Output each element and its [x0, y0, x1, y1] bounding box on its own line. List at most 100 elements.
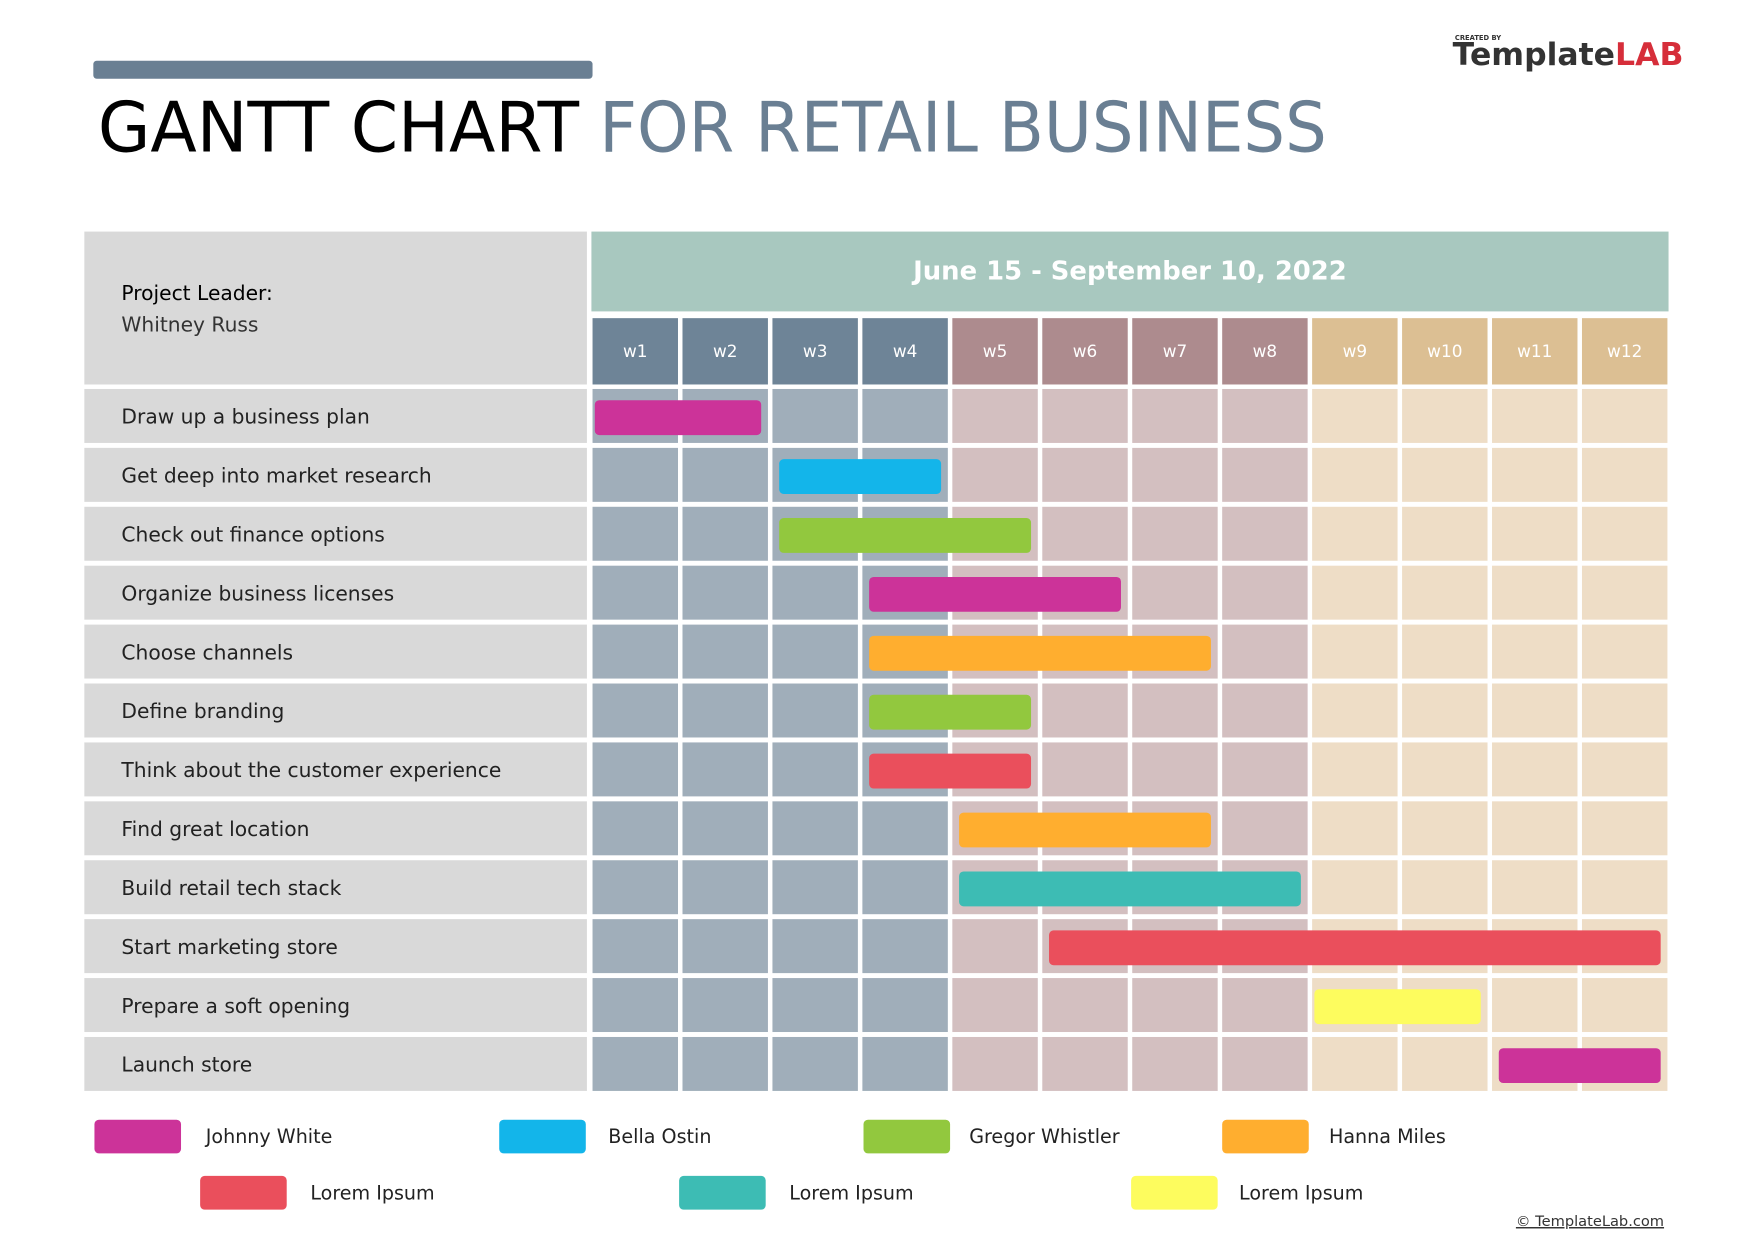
week-cell — [1492, 683, 1578, 738]
week-cell — [1312, 742, 1398, 797]
week-label: w11 — [1517, 341, 1552, 361]
week-cell — [862, 919, 948, 974]
week-label: w12 — [1607, 341, 1642, 361]
week-cell — [1222, 978, 1308, 1033]
week-cell — [772, 860, 858, 915]
week-label: w10 — [1427, 341, 1462, 361]
week-cell — [862, 1036, 948, 1091]
week-label: w6 — [1073, 341, 1098, 361]
title-part1: GANTT CHART — [98, 88, 580, 169]
week-cell — [1312, 447, 1398, 502]
week-cell — [682, 506, 768, 561]
week-cell — [1312, 624, 1398, 679]
week-cell — [1581, 801, 1668, 856]
week-cell — [682, 447, 768, 502]
week-label: w5 — [983, 341, 1008, 361]
week-header — [1492, 318, 1578, 385]
task-bar — [779, 518, 1032, 553]
task-bar — [1049, 930, 1661, 966]
task-bar — [869, 576, 1121, 612]
task-bar — [1314, 989, 1481, 1025]
week-cell — [1581, 860, 1668, 915]
week-header — [1042, 318, 1128, 385]
week-cell — [682, 1036, 768, 1091]
task-cell — [84, 801, 587, 856]
week-cell — [592, 565, 678, 620]
week-cell — [952, 978, 1038, 1033]
week-cell — [1581, 388, 1668, 443]
week-cell — [1042, 447, 1128, 502]
task-name: Get deep into market research — [121, 464, 431, 488]
week-cell — [952, 388, 1038, 443]
week-header — [682, 318, 768, 385]
week-cell — [592, 801, 678, 856]
week-header — [772, 318, 858, 385]
week-cell — [592, 624, 678, 679]
leader-label: Project Leader: — [121, 281, 272, 305]
week-cell — [1042, 388, 1128, 443]
task-bar — [869, 694, 1032, 730]
week-cell — [1492, 624, 1578, 679]
week-cell — [1222, 506, 1308, 561]
logo-b: LAB — [1615, 37, 1683, 73]
task-cell — [84, 447, 587, 502]
week-cell — [1132, 978, 1218, 1033]
title-bar — [93, 60, 593, 79]
week-label: w9 — [1343, 341, 1368, 361]
week-cell — [592, 506, 678, 561]
task-bar — [959, 871, 1301, 907]
date-header — [591, 231, 1669, 312]
week-cell — [1222, 1036, 1308, 1091]
date-range: June 15 - September 10, 2022 — [911, 257, 1347, 287]
legend-label: Lorem Ipsum — [789, 1181, 913, 1204]
week-cell — [1402, 683, 1488, 738]
week-label: w2 — [713, 341, 738, 361]
week-cell — [862, 978, 948, 1033]
legend-swatch — [863, 1119, 951, 1154]
task-cell — [84, 506, 587, 561]
week-cell — [592, 683, 678, 738]
legend-label: Johnny White — [205, 1125, 333, 1148]
task-name: Draw up a business plan — [121, 405, 369, 429]
week-cell — [1581, 683, 1668, 738]
week-header — [862, 318, 948, 385]
legend-swatch — [200, 1175, 287, 1210]
task-cell — [84, 565, 587, 620]
week-cell — [772, 683, 858, 738]
week-cell — [952, 919, 1038, 974]
legend-label: Gregor Whistler — [969, 1125, 1120, 1148]
week-cell — [1402, 1036, 1488, 1091]
task-bar — [869, 753, 1032, 789]
week-header — [1402, 318, 1488, 385]
week-header — [1132, 318, 1218, 385]
week-cell — [592, 447, 678, 502]
week-cell — [592, 919, 678, 974]
legend-label: Hanna Miles — [1329, 1125, 1446, 1148]
legend-swatch — [679, 1175, 766, 1210]
week-cell — [952, 1036, 1038, 1091]
week-cell — [1492, 447, 1578, 502]
task-bar — [594, 400, 762, 436]
task-name: Start marketing store — [121, 935, 337, 959]
footer: © TemplateLab.com — [1516, 1213, 1664, 1230]
leader-name: Whitney Russ — [121, 313, 258, 337]
task-cell — [84, 742, 587, 797]
week-label: w3 — [803, 341, 828, 361]
week-cell — [1492, 506, 1578, 561]
week-cell — [772, 388, 858, 443]
week-label: w4 — [893, 341, 918, 361]
week-cell — [1222, 801, 1308, 856]
task-cell — [84, 624, 587, 679]
week-cell — [1402, 624, 1488, 679]
week-cell — [1581, 624, 1668, 679]
week-cell — [1132, 565, 1218, 620]
legend-label: Bella Ostin — [608, 1125, 711, 1148]
leader-cell — [84, 231, 587, 385]
week-header — [1222, 318, 1308, 385]
task-name: Build retail tech stack — [121, 876, 341, 900]
task-cell — [84, 683, 587, 738]
title-part2: FOR RETAIL BUSINESS — [599, 88, 1326, 169]
week-cell — [682, 624, 768, 679]
legend-swatch — [94, 1119, 182, 1154]
legend-label: Lorem Ipsum — [1239, 1181, 1363, 1204]
